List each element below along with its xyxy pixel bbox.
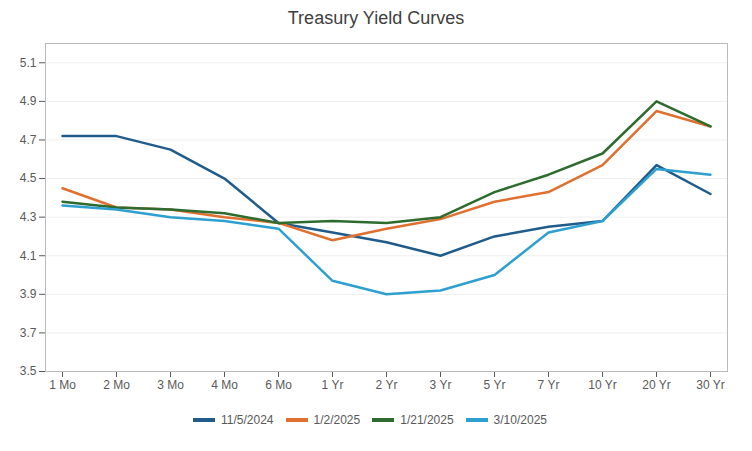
svg-text:5 Yr: 5 Yr — [484, 378, 506, 392]
svg-text:4.5: 4.5 — [20, 171, 37, 185]
svg-text:1 Mo: 1 Mo — [49, 378, 76, 392]
svg-text:4.7: 4.7 — [20, 133, 37, 147]
svg-text:2 Mo: 2 Mo — [103, 378, 130, 392]
svg-text:1 Yr: 1 Yr — [322, 378, 344, 392]
html-text:11/5/2024: 11/5/2024 — [221, 412, 274, 427]
svg-text:4.9: 4.9 — [20, 94, 37, 108]
svg-text:4.1: 4.1 — [20, 249, 37, 263]
svg-text:3 Mo: 3 Mo — [157, 378, 184, 392]
svg-text:7 Yr: 7 Yr — [538, 378, 560, 392]
svg-text:3.7: 3.7 — [20, 326, 37, 340]
svg-text:2 Yr: 2 Yr — [376, 378, 398, 392]
svg-text:30 Yr: 30 Yr — [696, 378, 724, 392]
svg-text:10 Yr: 10 Yr — [588, 378, 616, 392]
svg-text:3.5: 3.5 — [20, 364, 37, 378]
svg-text:6 Mo: 6 Mo — [265, 378, 292, 392]
html-text:1/2/2025: 1/2/2025 — [313, 412, 361, 427]
svg-text:4 Mo: 4 Mo — [211, 378, 238, 392]
svg-text:5.1: 5.1 — [20, 56, 37, 70]
svg-text:3 Yr: 3 Yr — [430, 378, 452, 392]
svg-text:20 Yr: 20 Yr — [642, 378, 670, 392]
html-text:Treasury Yield Curves: Treasury Yield Curves — [287, 8, 465, 28]
html-text:1/21/2025: 1/21/2025 — [400, 412, 454, 427]
svg-text:4.3: 4.3 — [20, 210, 37, 224]
html-text:3/10/2025: 3/10/2025 — [493, 412, 547, 427]
svg-text:3.9: 3.9 — [20, 287, 37, 301]
